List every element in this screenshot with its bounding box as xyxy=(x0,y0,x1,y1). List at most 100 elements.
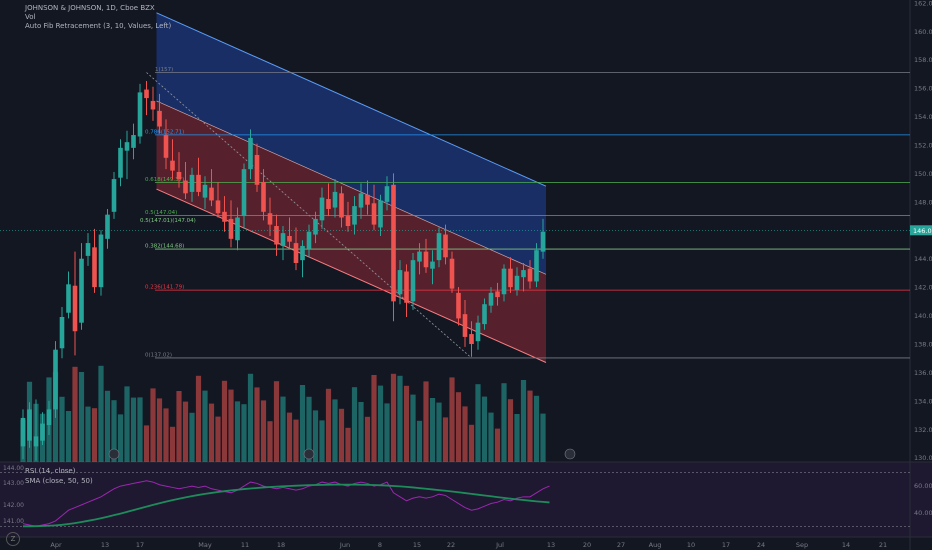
fib-level-label: 0.786(152.71) xyxy=(145,129,184,135)
candle-body xyxy=(404,271,409,303)
price-tick-label: 130.00 xyxy=(914,454,932,462)
volume-bar xyxy=(260,400,267,462)
candle-body xyxy=(85,243,91,256)
candle-body xyxy=(540,231,546,252)
volume-bar xyxy=(455,392,462,462)
candle-body xyxy=(397,270,403,295)
time-tick-label: 21 xyxy=(879,541,887,549)
candle-body xyxy=(131,135,136,148)
candle-body xyxy=(66,284,71,313)
volume-bar xyxy=(234,401,241,462)
volume-bar xyxy=(221,380,228,462)
volume-bar xyxy=(475,384,481,462)
fib-level-label: 0.236(141.79) xyxy=(145,285,184,291)
rsi-left-tick: 142.00 xyxy=(3,502,24,509)
volume-bar xyxy=(533,395,540,462)
candle-body xyxy=(345,216,351,227)
volume-bar xyxy=(241,404,247,462)
candle-body xyxy=(527,268,533,282)
candle-body xyxy=(196,174,201,192)
candle-body xyxy=(105,214,110,239)
candle-body xyxy=(378,200,383,228)
candle-body xyxy=(449,258,455,289)
time-tick-label: 15 xyxy=(413,541,421,549)
volume-bar xyxy=(299,385,306,462)
time-tick-label: 24 xyxy=(757,541,765,549)
volume-bars xyxy=(20,365,546,462)
candle-body xyxy=(443,234,448,258)
candle-body xyxy=(482,304,487,325)
volume-bar xyxy=(98,365,104,462)
time-tick-label: 20 xyxy=(583,541,591,549)
channel-upper-fill xyxy=(156,12,546,275)
candle-body xyxy=(495,291,500,298)
volume-bar xyxy=(488,412,494,462)
volume-bar xyxy=(72,366,78,462)
volume-bar xyxy=(481,396,488,462)
sma-legend: SMA (close, 50, 50) xyxy=(25,477,93,485)
price-tick-label: 136.00 xyxy=(914,369,932,377)
price-tick-label: 132.00 xyxy=(914,426,932,434)
volume-bar xyxy=(293,419,299,462)
symbol-title: JOHNSON & JOHNSON, 1D, Cboe BZX xyxy=(25,4,155,12)
candle-body xyxy=(274,226,279,245)
volume-bar xyxy=(338,408,345,462)
volume-bar xyxy=(429,398,436,462)
candle-body xyxy=(72,285,78,332)
candle-body xyxy=(215,200,221,214)
time-tick-label: Aug xyxy=(649,541,662,549)
candle-body xyxy=(248,137,253,170)
candle-body xyxy=(319,197,325,221)
candle-body xyxy=(20,417,26,447)
rsi-left-tick: 144.00 xyxy=(3,465,24,472)
volume-bar xyxy=(104,390,111,462)
volume-bar xyxy=(254,387,260,462)
fib-level-label: 0(137.02) xyxy=(145,352,172,358)
candle-body xyxy=(462,314,468,337)
earnings-marker-icon xyxy=(564,448,576,460)
candle-body xyxy=(189,174,195,192)
volume-bar xyxy=(462,406,468,462)
candle-body xyxy=(254,154,260,185)
rsi-line xyxy=(22,480,550,527)
fib-level-label: 0.382(144.68) xyxy=(145,244,184,250)
candle-body xyxy=(183,180,188,194)
volume-bar xyxy=(59,396,65,462)
candle-body xyxy=(222,211,227,222)
candle-body xyxy=(287,235,292,242)
time-tick-label: 13 xyxy=(101,541,109,549)
candle-body xyxy=(40,423,45,441)
candle-body xyxy=(339,193,344,218)
candle-body xyxy=(163,135,169,158)
volume-bar xyxy=(371,375,377,462)
volume-bar xyxy=(130,397,137,462)
volume-bar xyxy=(65,411,72,462)
volume-bar xyxy=(527,390,533,462)
candle-body xyxy=(514,275,520,290)
volume-bar xyxy=(501,383,507,462)
candle-body xyxy=(209,187,214,201)
price-tick-label: 140.00 xyxy=(914,312,932,320)
price-tick-label: 144.00 xyxy=(914,255,932,263)
volume-bar xyxy=(195,375,202,462)
volume-bar xyxy=(410,394,416,462)
channel-upper-line xyxy=(156,12,547,187)
volume-bar xyxy=(436,402,442,462)
volume-bar xyxy=(358,402,364,462)
channel-lower-line xyxy=(156,188,547,363)
volume-bar xyxy=(280,396,286,462)
price-tick-label: 158.00 xyxy=(914,56,932,64)
candle-body xyxy=(488,292,494,306)
time-tick-label: 10 xyxy=(687,541,695,549)
volume-bar xyxy=(228,389,234,462)
candle-body xyxy=(202,184,208,198)
candle-body xyxy=(475,322,481,342)
time-tick-label: 11 xyxy=(241,541,249,549)
candle-body xyxy=(306,231,312,249)
time-tick-label: 18 xyxy=(277,541,285,549)
volume-bar xyxy=(332,399,338,462)
channel-mid-line xyxy=(156,100,547,275)
rsi-sma-line xyxy=(23,483,550,528)
candle-body xyxy=(137,92,143,137)
